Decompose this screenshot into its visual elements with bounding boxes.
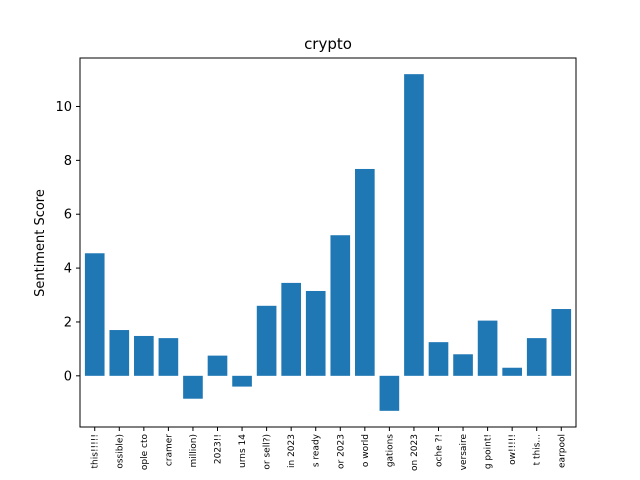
x-tick-label: in 2023 — [287, 434, 297, 468]
bar — [134, 335, 154, 376]
x-tick-label: ossible) — [115, 434, 125, 469]
bar — [526, 338, 547, 376]
bar — [256, 305, 277, 376]
x-tick-label: or sell?) — [263, 434, 273, 470]
bar — [428, 342, 449, 376]
bar — [453, 354, 473, 376]
bar — [404, 74, 424, 376]
x-tick-label: urns 14 — [238, 434, 248, 468]
y-tick-label: 8 — [64, 154, 72, 169]
x-tick-label: on 2023 — [410, 434, 420, 471]
bar — [502, 367, 522, 376]
x-tick-label: t this... — [533, 434, 543, 465]
y-ticks: 0 2 4 6 8 10 — [55, 100, 80, 384]
bar — [183, 375, 203, 399]
bar — [207, 355, 228, 376]
x-tick-label: g point! — [484, 434, 494, 469]
bar — [551, 309, 572, 376]
plot-frame — [79, 57, 577, 428]
y-tick-label: 6 — [64, 208, 72, 223]
y-tick-label: 2 — [64, 315, 72, 330]
x-tick-label: s ready — [312, 433, 322, 467]
x-tick-label: this!!!!! — [91, 434, 101, 468]
x-ticks: this!!!!! ossible) ople cto cramer million) 2… — [91, 427, 567, 471]
x-tick-label: million) — [189, 434, 199, 468]
bar — [281, 282, 301, 376]
y-tick-label: 10 — [55, 100, 72, 115]
bar — [158, 338, 179, 376]
x-tick-label: cramer — [164, 434, 174, 466]
chart-title: crypto — [304, 35, 352, 53]
y-tick-label: 0 — [64, 369, 72, 384]
bar — [84, 253, 105, 376]
y-tick-label: 4 — [64, 262, 72, 277]
x-tick-label: oche ?! — [435, 434, 445, 467]
x-tick-label: o world — [361, 434, 371, 467]
x-tick-label: 2023!! — [214, 434, 224, 464]
x-tick-label: ople cto — [140, 434, 150, 471]
x-tick-label: ow!!!!! — [508, 434, 518, 465]
bar — [477, 320, 498, 376]
bar — [109, 330, 130, 376]
bar — [355, 168, 375, 376]
x-tick-label: or 2023 — [336, 434, 346, 469]
x-tick-label: gations — [385, 434, 395, 467]
x-tick-label: versaire — [459, 434, 469, 471]
x-tick-label: earpool — [557, 434, 567, 468]
bar — [379, 375, 400, 411]
y-axis-title: Sentiment Score — [33, 189, 48, 297]
bar — [330, 235, 351, 376]
bars — [84, 74, 572, 411]
bar — [232, 375, 252, 387]
bar — [305, 290, 326, 376]
